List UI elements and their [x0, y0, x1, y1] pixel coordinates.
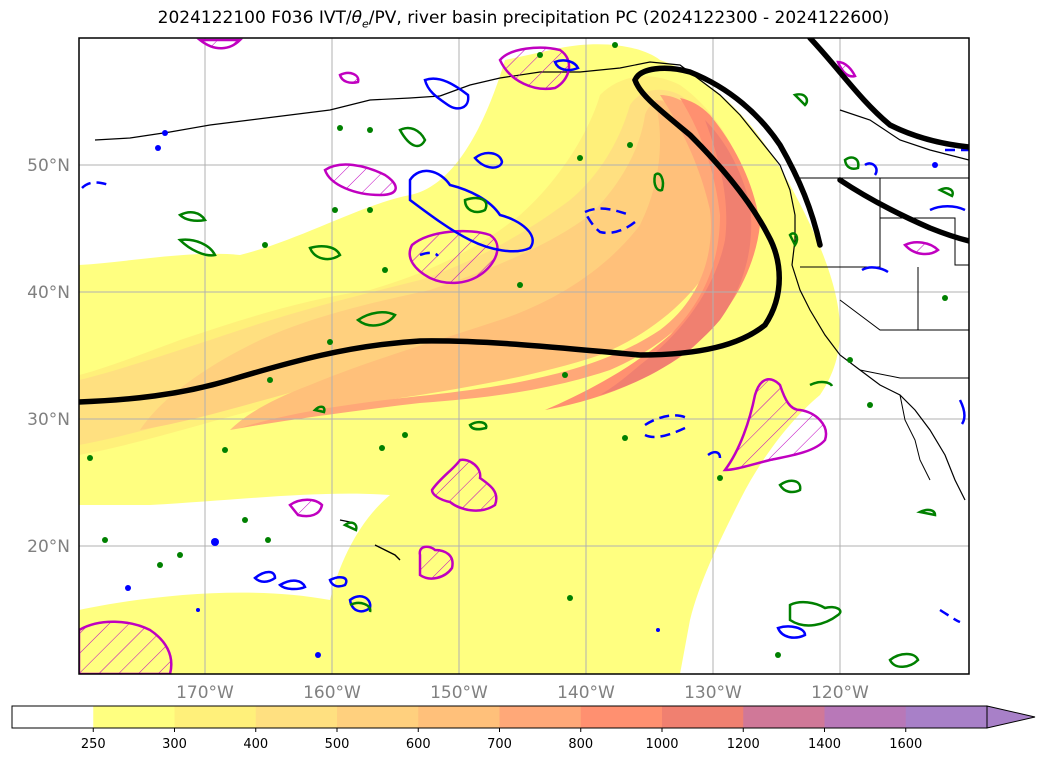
- colorbar-tick-label: 600: [406, 737, 431, 752]
- colorbar-ticks: 250 300 400 500 600 700 800 1000 1200 1400 1600: [81, 728, 922, 752]
- colorbar-cell: [12, 706, 94, 728]
- map-title: 2024122100 F036 IVT/θe/PV, river basin p…: [0, 8, 1047, 30]
- title-theta-sub: e: [362, 17, 369, 31]
- colorbar-cell: [662, 706, 744, 728]
- colorbar-cells: [12, 706, 988, 728]
- colorbar-cell: [743, 706, 825, 728]
- colorbar-tick-label: 400: [243, 737, 268, 752]
- colorbar-cell: [255, 706, 338, 728]
- ivt-band-700: [240, 95, 739, 428]
- lon-label-170w: 170°W: [176, 683, 234, 703]
- colorbar-tick-label: 700: [487, 737, 512, 752]
- pv-green-contours: [177, 93, 954, 668]
- title-theta: θ: [351, 8, 362, 28]
- theta-e-contours: [79, 38, 969, 405]
- lon-label-130w: 130°W: [684, 683, 742, 703]
- lon-label-160w: 160°W: [303, 683, 361, 703]
- colorbar-cell: [93, 706, 175, 728]
- lat-label-50n: 50°N: [27, 156, 70, 176]
- lon-label-120w: 120°W: [811, 683, 869, 703]
- lat-labels: 50°N 40°N 30°N 20°N: [27, 156, 70, 557]
- map-panel: [79, 38, 969, 674]
- colorbar-tick-label: 250: [81, 737, 106, 752]
- colorbar-cell: [337, 706, 419, 728]
- colorbar-extend-arrow: [986, 705, 1036, 729]
- colorbar-tick-label: 1000: [645, 737, 678, 752]
- colorbar-tick-label: 800: [568, 737, 593, 752]
- colorbar-cell: [174, 706, 257, 728]
- lon-label-150w: 150°W: [430, 683, 488, 703]
- colorbar: 250 300 400 500 600 700 800 1000 1200 1400 1600: [11, 705, 1036, 752]
- map-frame: [78, 37, 970, 675]
- title-prefix: 2024122100 F036 IVT/: [157, 8, 352, 28]
- coastlines: [94, 61, 969, 561]
- lon-label-140w: 140°W: [557, 683, 615, 703]
- pv-blue-contours: [81, 59, 969, 639]
- colorbar-tick-label: 500: [325, 737, 350, 752]
- colorbar-cell: [905, 706, 988, 728]
- ivt-band-500: [140, 99, 725, 430]
- colorbar-cell: [418, 706, 500, 728]
- colorbar-tick-label: 1200: [727, 737, 760, 752]
- colorbar-tick-label: 300: [162, 737, 187, 752]
- title-suffix: /PV, river basin precipitation PC (20241…: [368, 8, 890, 28]
- graticule: [79, 38, 969, 674]
- lat-label-30n: 30°N: [27, 410, 70, 430]
- lat-label-20n: 20°N: [27, 537, 70, 557]
- colorbar-cell: [824, 706, 907, 728]
- lat-label-40n: 40°N: [27, 283, 70, 303]
- small-contour-blobs: [87, 42, 948, 658]
- lon-labels: 170°W 160°W 150°W 140°W 130°W 120°W: [176, 683, 869, 703]
- colorbar-tick-label: 1400: [808, 737, 841, 752]
- ivt-band-600: [230, 100, 724, 430]
- precip-pc-contours: [79, 38, 940, 674]
- colorbar-tick-label: 1600: [889, 737, 922, 752]
- colorbar-cell: [580, 706, 663, 728]
- colorbar-cell: [499, 706, 582, 728]
